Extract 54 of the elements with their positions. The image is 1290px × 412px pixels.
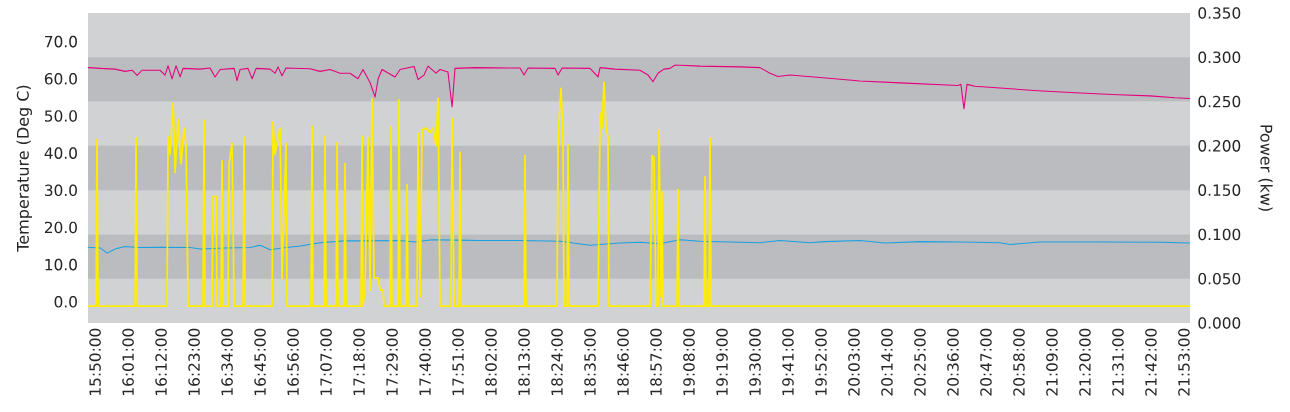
x-tick-label: 21:53:00 bbox=[1178, 328, 1190, 396]
y2-tick-label: 0.300 bbox=[1198, 51, 1241, 64]
x-tick-label: 21:20:00 bbox=[1079, 328, 1091, 396]
x-tick-label: 21:42:00 bbox=[1145, 328, 1157, 396]
x-tick-label: 16:56:00 bbox=[287, 328, 299, 395]
y-tick-label: 20.0 bbox=[44, 221, 77, 234]
y-tick-label: 50.0 bbox=[45, 110, 77, 122]
x-tick-label: 20:03:00 bbox=[848, 328, 860, 396]
y-axis-title: Temperature (Deg C) bbox=[16, 85, 32, 252]
x-tick-label: 16:23:00 bbox=[188, 328, 200, 395]
x-tick-label: 16:34:00 bbox=[221, 328, 233, 395]
x-tick-label: 19:08:00 bbox=[683, 328, 695, 395]
y-tick-label: 30.0 bbox=[44, 184, 77, 197]
y-tick-label: 10.0 bbox=[45, 258, 77, 271]
x-tick-label: 19:19:00 bbox=[716, 328, 728, 395]
x-tick-label: 17:07:00 bbox=[320, 328, 332, 395]
x-tick-label: 18:02:00 bbox=[485, 328, 497, 395]
y-tick-label: 60.0 bbox=[44, 73, 77, 85]
y2-tick-label: 0.000 bbox=[1198, 317, 1241, 329]
y2-tick-label: 0.350 bbox=[1198, 7, 1241, 19]
x-tick-label: 18:46:00 bbox=[617, 328, 629, 395]
x-tick-label: 18:57:00 bbox=[650, 328, 662, 395]
x-tick-label: 19:30:00 bbox=[749, 328, 761, 395]
x-tick-label: 20:25:00 bbox=[914, 328, 926, 396]
x-tick-label: 16:45:00 bbox=[254, 328, 266, 395]
x-tick-label: 17:51:00 bbox=[452, 328, 464, 395]
y2-tick-label: 0.250 bbox=[1198, 95, 1241, 108]
x-tick-label: 17:18:00 bbox=[353, 328, 365, 395]
x-tick-label: 19:52:00 bbox=[815, 328, 827, 395]
x-tick-label: 18:24:00 bbox=[551, 328, 563, 395]
x-tick-label: 16:01:00 bbox=[122, 328, 134, 395]
x-tick-label: 21:31:00 bbox=[1112, 328, 1124, 396]
y2-tick-label: 0.150 bbox=[1198, 184, 1241, 196]
x-tick-label: 15:50:00 bbox=[89, 328, 101, 395]
x-tick-label: 18:35:00 bbox=[584, 328, 596, 395]
line-series bbox=[88, 81, 1190, 308]
x-tick-label: 20:58:00 bbox=[1013, 328, 1025, 396]
y2-tick-label: 0.100 bbox=[1198, 228, 1241, 241]
x-tick-label: 17:29:00 bbox=[386, 328, 398, 395]
x-tick-label: 21:09:00 bbox=[1046, 328, 1058, 396]
x-tick-label: 20:47:00 bbox=[980, 328, 992, 396]
x-tick-label: 18:13:00 bbox=[518, 328, 530, 395]
x-tick-label: 17:40:00 bbox=[419, 328, 431, 395]
y2-axis-title: Power (kw) bbox=[1258, 125, 1273, 211]
line-series bbox=[88, 64, 1190, 110]
x-tick-label: 20:36:00 bbox=[947, 328, 959, 396]
x-tick-label: 16:12:00 bbox=[155, 328, 167, 395]
y-tick-label: 70.0 bbox=[45, 35, 77, 48]
y2-tick-label: 0.200 bbox=[1198, 140, 1241, 152]
y-tick-label: 0.0 bbox=[54, 296, 77, 308]
y-tick-label: 40.0 bbox=[44, 147, 77, 159]
x-tick-label: 19:41:00 bbox=[782, 328, 794, 395]
y2-tick-label: 0.050 bbox=[1198, 272, 1241, 285]
x-tick-label: 20:14:00 bbox=[881, 328, 893, 396]
